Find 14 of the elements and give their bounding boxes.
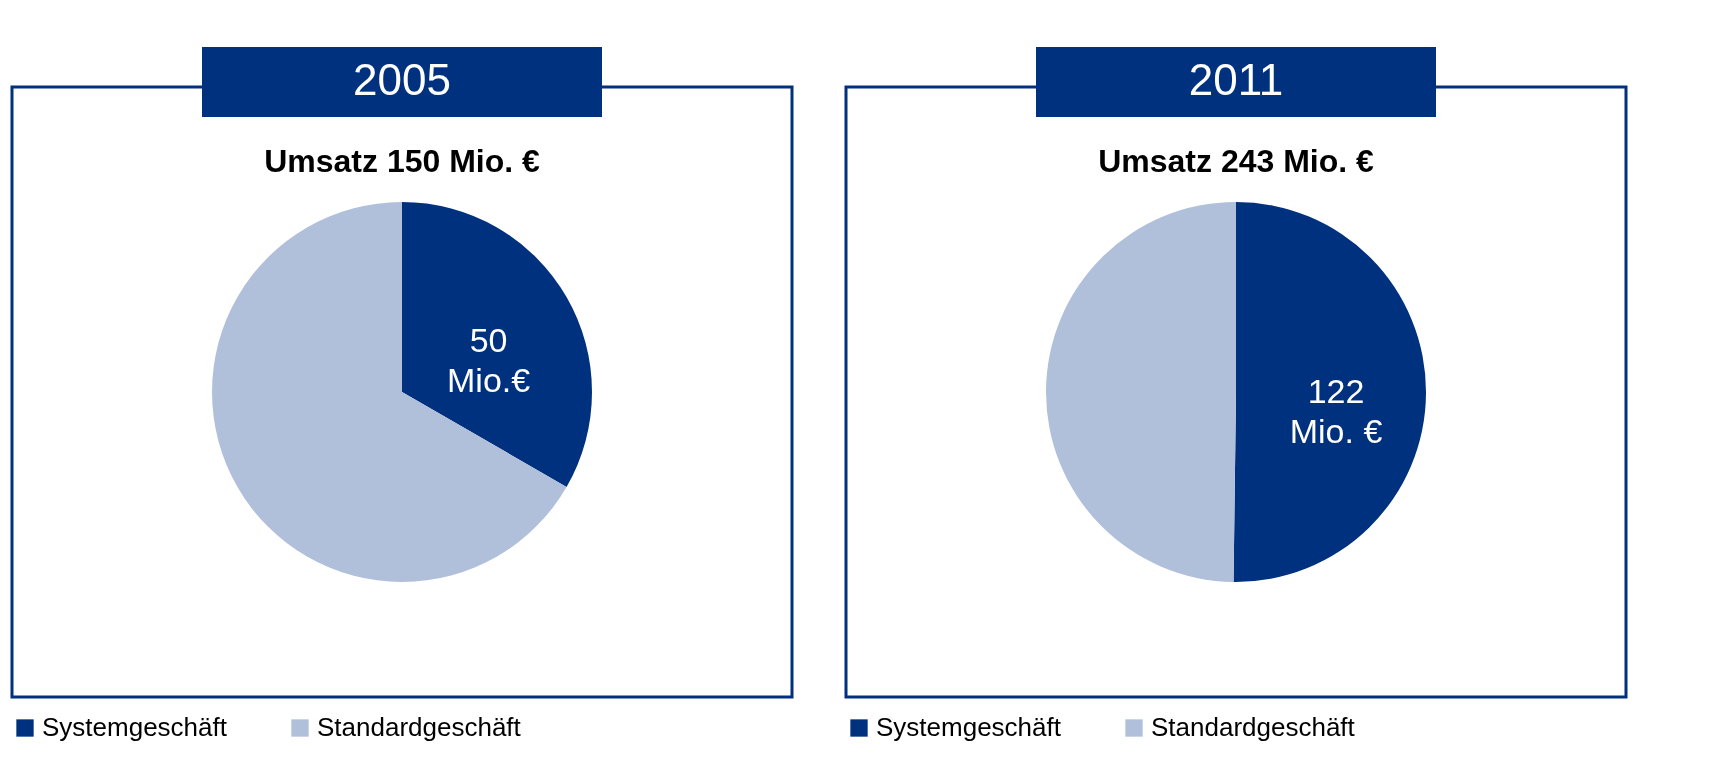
chart-subtitle: Umsatz 150 Mio. €: [264, 143, 541, 179]
pie-slice: [212, 202, 567, 582]
legend-label: Systemgeschäft: [42, 712, 228, 742]
chart-subtitle: Umsatz 243 Mio. €: [1098, 143, 1375, 179]
pie-slice: [1233, 202, 1426, 582]
data-label: 50 Mio.€: [447, 321, 531, 399]
chart-title: 2011: [1188, 55, 1284, 104]
data-label: 122 Mio. €: [1289, 371, 1383, 450]
legend-label: Standardgeschäft: [317, 712, 522, 742]
pie-slice: [1046, 202, 1236, 582]
chart-title: 2005: [353, 55, 451, 104]
legend-label: Standardgeschäft: [1151, 712, 1356, 742]
legend-label: Systemgeschäft: [876, 712, 1062, 742]
pie-slice: [402, 202, 592, 487]
